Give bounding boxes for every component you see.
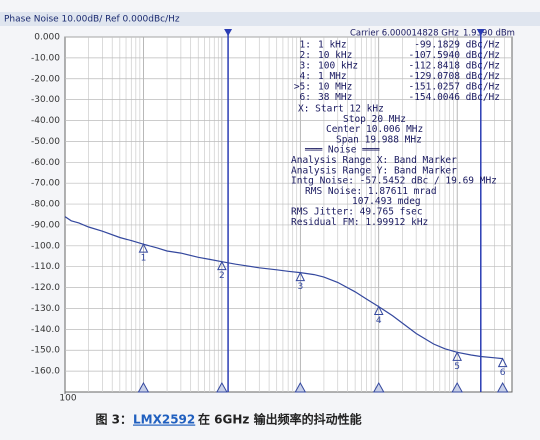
band-arrow [476,29,485,36]
marker-foot [451,381,464,393]
readout-line: Span 19.988 MHz [336,134,422,145]
marker [452,351,462,361]
y-tick-label: 0.000 [34,33,60,43]
caption-suffix: 在 6GHz 输出频率的抖动性能 [198,412,362,427]
marker-row-freq: 10 kHz [318,50,352,61]
marker-label: 1 [141,254,147,264]
marker-label: 4 [376,316,382,326]
readout-line: Residual FM: 1.99912 kHz [291,217,428,228]
marker-row-label: >5: [294,82,311,93]
marker-row-freq: 10 MHz [318,82,352,93]
readout-line: ═══ Noise ═══ [304,145,380,156]
marker-row-value: -154.0046 dBc/Hz [408,92,500,103]
marker-row-label: 4: [300,71,311,82]
y-tick-label: -10.00 [31,53,60,63]
marker-row-label: 3: [300,61,311,72]
readout-line: Intg Noise: -57.5452 dBc / 19.69 MHz [291,176,497,187]
marker-foot [216,381,228,393]
y-tick-label: -130.0 [31,304,60,314]
marker-row-freq: 1 MHz [318,71,347,82]
caption-link[interactable]: LMX2592 [133,413,195,427]
marker [373,305,384,316]
y-tick-label: -30.00 [31,95,60,105]
marker-row-label: 1: [300,40,311,51]
marker-row-label: 2: [300,50,311,61]
marker [295,271,306,282]
readout-line: 107.493 mdeg [352,196,421,207]
y-tick-label: -150.0 [31,346,60,356]
y-tick-label: -110.0 [31,262,60,272]
marker-label: 5 [454,362,460,372]
marker-foot [137,381,150,393]
marker-foot [496,381,509,393]
y-tick-label: -90.00 [31,220,60,230]
marker-row-freq: 1 kHz [318,40,347,51]
marker-label: 6 [500,368,506,378]
marker-foot [294,381,307,393]
marker-foot [372,381,385,393]
marker-row-value: -112.8418 dBc/Hz [408,61,500,72]
marker [497,357,508,368]
marker-label: 2 [219,271,225,281]
marker [217,260,227,271]
marker [138,242,149,253]
y-tick-label: -50.00 [31,137,60,147]
readout-line: RMS Noise: 1.87611 mrad [305,186,437,197]
y-tick-label: -100.0 [31,241,60,251]
readout-line: Analysis Range X: Band Marker [291,155,457,166]
readout-line: X: Start 12 kHz [298,104,384,115]
marker-row-label: 6: [300,92,311,103]
y-tick-label: -20.00 [31,74,60,84]
marker-row-value: -107.5940 dBc/Hz [408,50,500,61]
y-tick-label: -120.0 [31,283,60,293]
readout-line: Center 10.006 MHz [326,124,423,135]
y-tick-label: -40.00 [31,116,60,126]
readout-line: Stop 20 MHz [343,114,406,125]
marker-row-value: -129.0708 dBc/Hz [408,71,500,82]
chart-title: Phase Noise 10.00dB/ Ref 0.000dBc/Hz [4,15,180,25]
y-tick-label: -140.0 [31,325,60,335]
header-bar [0,12,540,26]
marker-row-value: -99.1829 dBc/Hz [414,40,500,51]
marker-row-freq: 100 kHz [318,61,358,72]
x-tick-label: 100 [59,394,76,404]
y-tick-label: -160.0 [31,367,60,377]
carrier: Carrier 6.000014828 GHz [350,29,459,39]
power: 1.9390 dBm [463,29,515,39]
readout-line: Analysis Range Y: Band Marker [291,165,457,176]
readout-line: RMS Jitter: 49.765 fsec [291,207,423,218]
band-arrow [224,29,233,36]
y-tick-label: -60.00 [31,158,60,168]
marker-label: 3 [297,282,303,292]
y-tick-label: -80.00 [31,200,60,210]
trace [64,216,503,360]
marker-row-freq: 38 MHz [318,92,352,103]
marker-row-value: -151.0257 dBc/Hz [408,82,500,93]
y-tick-label: -70.00 [31,179,60,189]
caption-prefix: 图 3： [95,413,132,427]
